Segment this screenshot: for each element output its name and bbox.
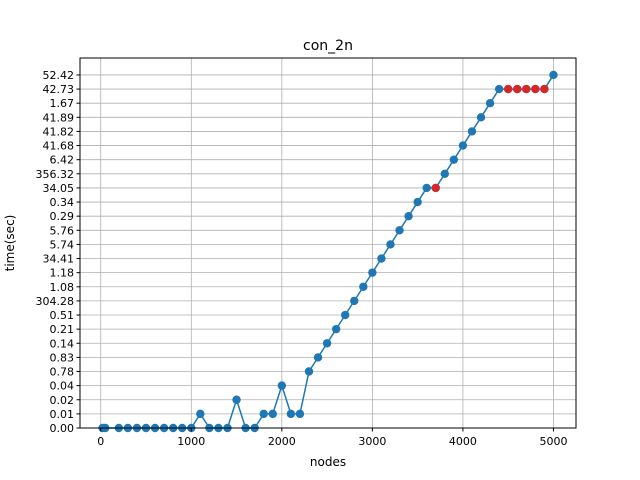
x-tick-label: 3000 bbox=[358, 435, 386, 448]
point bbox=[350, 296, 359, 306]
point bbox=[304, 367, 314, 376]
point bbox=[540, 84, 549, 94]
point bbox=[476, 113, 486, 122]
point bbox=[531, 84, 540, 94]
point bbox=[431, 183, 440, 193]
y-tick-label: 1.67 bbox=[50, 97, 75, 110]
y-tick-label: 0.29 bbox=[50, 210, 75, 223]
x-axis-label: nodes bbox=[310, 455, 346, 469]
x-tick-label: 4000 bbox=[449, 435, 477, 448]
point bbox=[196, 409, 205, 419]
point bbox=[449, 155, 459, 164]
point bbox=[277, 381, 287, 390]
y-tick-label: 5.74 bbox=[50, 238, 75, 251]
y-tick-label: 52.42 bbox=[43, 69, 75, 82]
y-tick-label: 34.41 bbox=[43, 253, 75, 266]
point bbox=[295, 409, 305, 419]
point bbox=[322, 339, 332, 348]
point bbox=[513, 84, 522, 94]
y-tick-label: 0.04 bbox=[50, 380, 75, 393]
y-tick-label: 42.73 bbox=[43, 83, 75, 96]
y-tick-label: 0.01 bbox=[50, 408, 75, 421]
point bbox=[286, 409, 296, 419]
point bbox=[331, 324, 341, 334]
point bbox=[377, 254, 386, 263]
point bbox=[440, 169, 450, 179]
y-tick-label: 0.02 bbox=[50, 394, 75, 407]
y-tick-label: 0.00 bbox=[50, 422, 75, 435]
point bbox=[259, 409, 268, 419]
point bbox=[422, 183, 431, 193]
y-tick-label: 0.21 bbox=[50, 323, 75, 336]
point bbox=[467, 127, 477, 136]
point bbox=[368, 268, 377, 277]
point bbox=[494, 84, 504, 94]
point bbox=[268, 409, 277, 419]
point bbox=[404, 211, 413, 221]
y-tick-label: 0.14 bbox=[50, 337, 75, 350]
x-tick-label: 0 bbox=[97, 435, 104, 448]
point bbox=[485, 98, 495, 108]
y-tick-label: 1.08 bbox=[50, 281, 75, 294]
point bbox=[503, 84, 513, 94]
point bbox=[549, 70, 558, 80]
point bbox=[359, 282, 368, 291]
point bbox=[232, 395, 241, 404]
point bbox=[522, 84, 531, 94]
y-tick-label: 356.32 bbox=[36, 168, 75, 181]
y-tick-label: 41.89 bbox=[43, 111, 75, 124]
point bbox=[386, 240, 395, 249]
chart-title: con_2n bbox=[303, 38, 353, 54]
point bbox=[413, 197, 422, 207]
y-tick-label: 5.76 bbox=[50, 224, 75, 237]
y-tick-label: 0.51 bbox=[50, 309, 75, 322]
y-tick-label: 0.78 bbox=[50, 366, 75, 379]
y-tick-label: 1.18 bbox=[50, 267, 75, 280]
point bbox=[313, 353, 323, 362]
y-axis-label: time(sec) bbox=[3, 215, 17, 272]
point bbox=[458, 141, 468, 150]
y-tick-label: 6.42 bbox=[50, 154, 75, 167]
x-tick-label: 5000 bbox=[539, 435, 567, 448]
x-tick-label: 1000 bbox=[177, 435, 205, 448]
x-tick-label: 2000 bbox=[268, 435, 296, 448]
y-tick-label: 0.34 bbox=[50, 196, 75, 209]
y-tick-label: 0.83 bbox=[50, 351, 75, 364]
y-tick-label: 304.28 bbox=[36, 295, 75, 308]
axes-frame bbox=[79, 57, 577, 429]
y-tick-label: 41.82 bbox=[43, 125, 75, 138]
y-tick-label: 34.05 bbox=[43, 182, 75, 195]
point bbox=[395, 226, 404, 235]
y-tick-label: 41.68 bbox=[43, 140, 75, 153]
point bbox=[341, 310, 350, 320]
